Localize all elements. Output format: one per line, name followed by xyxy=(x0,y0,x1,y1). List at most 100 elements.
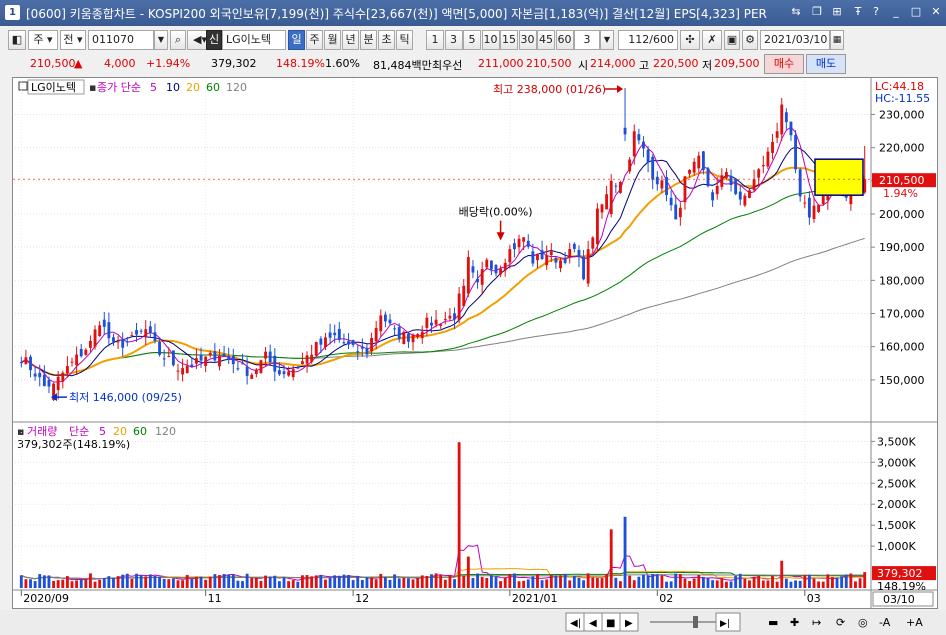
interval-button-10[interactable]: 10 xyxy=(481,30,500,50)
chart-tool-icon[interactable]: ✣ xyxy=(680,30,700,50)
interval-button-15[interactable]: 15 xyxy=(500,30,518,50)
volume-bar xyxy=(420,575,424,588)
period-button-1[interactable]: 주 xyxy=(306,30,323,50)
stock-code-input[interactable]: 011070 xyxy=(88,30,154,50)
layout-icon[interactable]: ◧ xyxy=(8,30,26,50)
candle-body xyxy=(508,249,512,263)
volume-bar xyxy=(264,575,267,588)
candle-body xyxy=(559,260,562,269)
candle-body xyxy=(388,319,392,324)
date-input[interactable]: 2021/03/10 xyxy=(760,30,830,50)
volume-bar xyxy=(577,577,581,588)
restore-icon[interactable]: ❐ xyxy=(812,5,822,18)
candle-body xyxy=(725,172,728,178)
open-price: 214,000 xyxy=(590,57,636,70)
indicator-icon[interactable]: ✗ xyxy=(702,30,722,50)
settings-icon[interactable]: ⚙ xyxy=(742,30,758,50)
reset-icon[interactable]: ◎ xyxy=(858,616,868,629)
period-button-3[interactable]: 년 xyxy=(342,30,359,50)
volume-bar xyxy=(227,574,231,588)
window-title: [0600] 키움종합차트 - KOSPI200 외국인보유[7,199(천)]… xyxy=(26,7,767,21)
maximize-icon[interactable]: □ xyxy=(910,5,922,18)
minimize-icon[interactable]: _ xyxy=(893,5,899,18)
period-button-0[interactable]: 일 xyxy=(288,30,305,50)
lock-icon[interactable]: Ŧ xyxy=(854,5,862,18)
stop-icon: ■ xyxy=(606,618,615,629)
volume-bar xyxy=(268,576,272,588)
interval-button-30[interactable]: 30 xyxy=(518,30,537,50)
volume-bar xyxy=(499,581,503,588)
close-icon[interactable]: ✕ xyxy=(931,5,941,18)
volume-bar xyxy=(360,579,364,588)
candle-body xyxy=(642,141,645,149)
link-icon[interactable]: ⇆ xyxy=(791,5,801,18)
interval-button-5[interactable]: 5 xyxy=(463,30,481,50)
interval-button-1[interactable]: 1 xyxy=(426,30,444,50)
volume-bar xyxy=(65,576,69,588)
search-icon[interactable]: ⌕ xyxy=(170,30,186,50)
interval-button-3[interactable]: 3 xyxy=(444,30,463,50)
code-dropdown-icon[interactable]: ▼ xyxy=(154,30,168,50)
candle-body xyxy=(757,169,761,178)
period-mode-select[interactable]: 전 ▾ xyxy=(60,30,86,50)
volume-bar xyxy=(231,574,235,588)
candle-body xyxy=(70,361,74,363)
interval-dropdown-icon[interactable]: ▼ xyxy=(600,30,614,50)
pin-icon[interactable]: ⊞ xyxy=(832,5,842,18)
period-button-5[interactable]: 초 xyxy=(378,30,395,50)
save-icon[interactable]: ▣ xyxy=(724,30,740,50)
help-icon[interactable]: ? xyxy=(873,5,879,18)
next-button[interactable] xyxy=(619,612,639,632)
step-icon[interactable]: ↦ xyxy=(812,616,821,629)
zoom-slider-handle[interactable] xyxy=(693,616,698,628)
buy-button[interactable]: 매수 xyxy=(764,54,804,74)
stock-chart-svg[interactable]: LG이노텍 ▪ 종가 단순 5 10 20 60 120 ▪ 거래량 단순 5 … xyxy=(13,78,937,608)
market-select[interactable]: 주 ▾ xyxy=(28,30,58,50)
zoom-in-icon[interactable]: ✚ xyxy=(790,616,799,629)
volume-bar xyxy=(835,577,839,588)
candle-body xyxy=(453,313,456,320)
chart-area[interactable]: LG이노텍 ▪ 종가 단순 5 10 20 60 120 ▪ 거래량 단순 5 … xyxy=(12,77,938,609)
zoom-out-icon[interactable]: ▬ xyxy=(768,616,778,629)
candle-body xyxy=(287,371,291,376)
calendar-icon[interactable]: ▦ xyxy=(830,30,844,50)
scroll-controls[interactable]: ◀| ◀ ■ ▶ ▶| ▬ ✚ ↦ ⟳ ◎ -A +A xyxy=(565,612,923,632)
candle-body xyxy=(342,342,346,344)
volume-bar xyxy=(75,580,79,588)
candle-body xyxy=(259,360,263,374)
sell-button[interactable]: 매도 xyxy=(806,54,846,74)
volume-bar xyxy=(826,574,830,588)
candle-body xyxy=(651,156,655,180)
volume-bar xyxy=(738,573,742,588)
candle-body xyxy=(171,350,175,366)
volume-bar xyxy=(863,572,867,588)
volume-ma-line-5 xyxy=(21,544,865,581)
legend-dot-icon: ▪ xyxy=(89,81,96,94)
period-button-4[interactable]: 분 xyxy=(360,30,377,50)
period-button-6[interactable]: 틱 xyxy=(396,30,413,50)
period-button-2[interactable]: 월 xyxy=(324,30,341,50)
volume-bar xyxy=(135,573,138,588)
volume-bar xyxy=(623,516,627,588)
rotate-icon[interactable]: ⟳ xyxy=(836,616,845,629)
candle-body xyxy=(93,329,97,347)
candle-body xyxy=(19,362,23,364)
volume-bar xyxy=(748,580,751,588)
candle-body xyxy=(766,151,770,167)
volume-bar xyxy=(466,556,470,588)
trade-amount: 81,484백만 xyxy=(373,59,432,72)
legend-stock-name: LG이노텍 xyxy=(31,81,76,94)
time-tick-label: 11 xyxy=(208,592,222,605)
scroll-end-button[interactable] xyxy=(715,612,741,632)
text-plus-icon[interactable]: +A xyxy=(906,616,923,629)
current-volume-label: 379,302 xyxy=(877,567,923,580)
interval-button-60[interactable]: 60 xyxy=(555,30,574,50)
text-minus-icon[interactable]: -A xyxy=(879,616,891,629)
volume-bar xyxy=(282,577,286,588)
candle-body xyxy=(462,285,466,307)
volume-bar xyxy=(817,581,821,588)
interval-select[interactable]: 3 xyxy=(574,30,600,50)
interval-button-45[interactable]: 45 xyxy=(537,30,555,50)
data-count-field[interactable]: 112/600 xyxy=(618,30,678,50)
candle-body xyxy=(162,358,166,360)
